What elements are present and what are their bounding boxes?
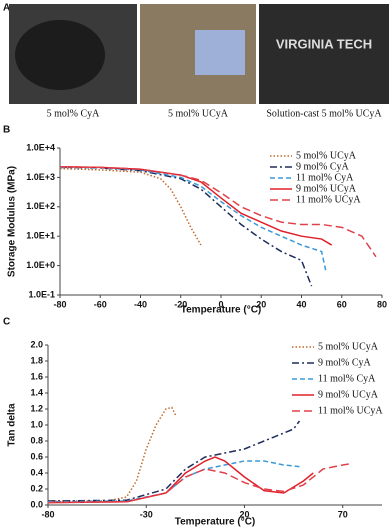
- y-tick-label: 0.4: [30, 467, 43, 477]
- y-tick-label: 1.0E+2: [26, 201, 55, 211]
- legend-label: 9 mol% CyA: [318, 357, 372, 368]
- series-line: [48, 406, 177, 502]
- x-tick-label: 80: [377, 299, 387, 309]
- y-tick-label: 2.0: [30, 339, 43, 349]
- panel-label: C: [3, 317, 10, 328]
- x-tick-label: 20: [239, 509, 249, 519]
- series-line: [47, 456, 314, 504]
- y-tick-label: 1.0E-1: [28, 289, 55, 299]
- y-tick-label: 1.0: [30, 419, 43, 429]
- y-tick-label: 1.0E+3: [26, 172, 55, 182]
- legend-label: 11 mol% UCyA: [296, 194, 361, 205]
- x-tick-label: 60: [337, 299, 347, 309]
- y-tick-label: 1.0E+0: [26, 260, 55, 270]
- series-line: [47, 462, 353, 504]
- caption: Solution-cast 5 mol% UCyA: [266, 108, 382, 119]
- y-axis-label: Tan delta: [7, 403, 18, 447]
- x-axis-label: Temperature (°C): [181, 305, 262, 316]
- y-tick-label: 1.8: [30, 355, 43, 365]
- photo-detail: [195, 30, 245, 75]
- legend-label: 11 mol% UCyA: [318, 405, 383, 416]
- photo-detail: [15, 20, 105, 90]
- photo: [259, 4, 389, 104]
- y-tick-label: 0.6: [30, 451, 43, 461]
- y-tick-label: 0.2: [30, 483, 43, 493]
- series-line: [47, 420, 301, 502]
- photo-text: VIRGINIA TECH: [276, 36, 372, 51]
- series-line: [59, 166, 313, 287]
- x-axis-label: Temperature (°C): [175, 517, 256, 528]
- panel-label: A: [3, 3, 10, 14]
- y-tick-label: 0.0: [30, 499, 43, 509]
- y-axis-label: Storage Modulus (MPa): [7, 166, 18, 277]
- y-tick-label: 1.0E+4: [26, 142, 55, 152]
- x-tick-label: -30: [140, 509, 153, 519]
- x-tick-label: 0: [218, 299, 223, 309]
- caption: 5 mol% UCyA: [168, 108, 229, 119]
- series-line: [59, 166, 377, 258]
- y-tick-label: 1.4: [30, 387, 43, 397]
- y-tick-label: 1.0E+1: [26, 231, 55, 241]
- x-tick-label: -80: [41, 509, 54, 519]
- panel-label: B: [3, 125, 10, 136]
- legend-label: 11 mol% CyA: [296, 172, 354, 183]
- y-tick-label: 0.8: [30, 435, 43, 445]
- legend-label: 9 mol% UCyA: [318, 389, 379, 400]
- legend-label: 11 mol% CyA: [318, 373, 376, 384]
- x-tick-label: 20: [256, 299, 266, 309]
- legend-label: 5 mol% UCyA: [296, 150, 357, 161]
- series-line: [59, 167, 202, 246]
- x-tick-label: -40: [134, 299, 147, 309]
- x-tick-label: -80: [53, 299, 66, 309]
- y-tick-label: 1.2: [30, 403, 43, 413]
- caption: 5 mol% CyA: [47, 108, 101, 119]
- legend-label: 9 mol% UCyA: [296, 183, 357, 194]
- y-tick-label: 1.6: [30, 371, 43, 381]
- x-tick-label: -60: [94, 299, 107, 309]
- legend-label: 9 mol% CyA: [296, 161, 350, 172]
- x-tick-label: -20: [174, 299, 187, 309]
- legend-label: 5 mol% UCyA: [318, 341, 379, 352]
- x-tick-label: 70: [338, 509, 348, 519]
- series-line: [59, 166, 327, 271]
- x-tick-label: 40: [296, 299, 306, 309]
